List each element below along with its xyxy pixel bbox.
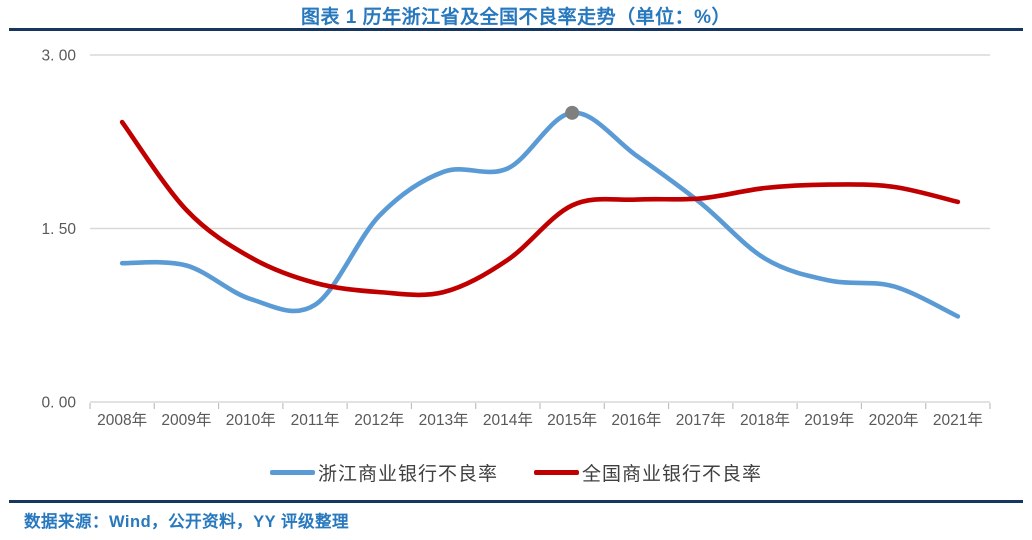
x-axis-label: 2013年 <box>419 411 469 429</box>
x-axis-label: 2011年 <box>291 411 340 429</box>
y-axis-label: 1. 50 <box>42 221 77 238</box>
x-axis-label: 2017年 <box>676 411 726 429</box>
y-axis-label: 0. 00 <box>42 395 77 412</box>
legend-label-zhejiang: 浙江商业银行不良率 <box>317 464 498 485</box>
legend-line-swatch-red <box>534 470 579 475</box>
series-line-national <box>119 119 961 298</box>
x-axis-label: 2014年 <box>483 411 533 429</box>
x-axis-label: 2021年 <box>933 411 983 429</box>
chart-title: 图表 1 历年浙江省及全国不良率走势（单位：%） <box>300 7 732 28</box>
x-axis-label: 2009年 <box>161 411 211 429</box>
peak-marker-dot <box>565 105 580 120</box>
y-axis-label: 3. 00 <box>42 48 77 65</box>
data-source-note: 数据来源：Wind，公开资料，YY 评级整理 <box>24 513 349 531</box>
x-axis-label: 2012年 <box>354 411 404 429</box>
x-axis-label: 2018年 <box>740 411 790 429</box>
x-axis-label: 2016年 <box>611 411 661 429</box>
legend-item-national: 全国商业银行不良率 <box>534 459 762 486</box>
footer-divider <box>9 500 1023 503</box>
x-axis-label: 2008年 <box>97 411 147 429</box>
series-line-zhejiang <box>119 110 961 319</box>
x-axis-label: 2010年 <box>226 411 276 429</box>
x-axis-label: 2015年 <box>547 411 597 429</box>
legend-label-national: 全国商业银行不良率 <box>582 464 763 485</box>
chart-legend: 浙江商业银行不良率 全国商业银行不良率 <box>0 459 1032 486</box>
legend-line-swatch-blue <box>269 470 315 475</box>
x-axis-label: 2019年 <box>804 411 854 429</box>
legend-item-zhejiang: 浙江商业银行不良率 <box>269 459 498 486</box>
x-axis-label: 2020年 <box>869 411 919 429</box>
title-divider <box>9 28 1023 31</box>
